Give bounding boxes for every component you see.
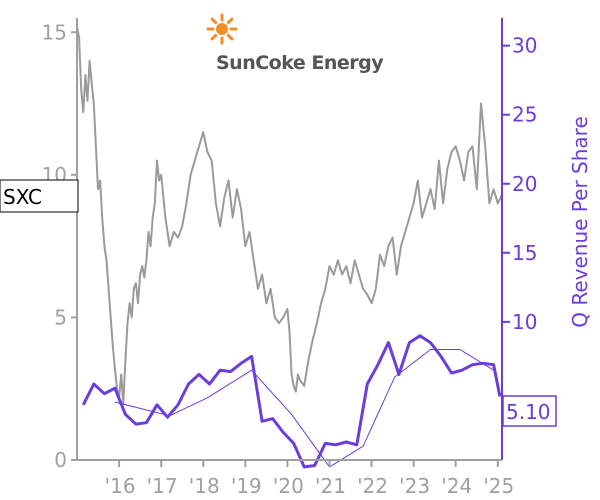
x-tick-label: '16: [105, 474, 136, 498]
revenue-series-line: [81, 334, 502, 469]
last-value-box: 5.10: [502, 395, 557, 427]
right-axis-title: Q Revenue Per Share: [568, 116, 592, 328]
logo: SunCoke Energy: [206, 13, 385, 74]
right-tick-label: 30: [512, 34, 537, 58]
x-tick-label: '24: [441, 474, 472, 498]
right-tick-label: 25: [512, 103, 537, 127]
x-tick-label: '25: [483, 474, 514, 498]
axis-layer: [76, 18, 503, 461]
price-series-line: [76, 26, 503, 404]
tick-layer: 0510151015202530'16'17'18'19'20'21'22'23…: [42, 20, 538, 498]
ticker-box: SXC: [0, 179, 79, 213]
right-tick-label: 10: [512, 310, 537, 334]
logo-text: SunCoke Energy: [216, 52, 384, 74]
x-tick-label: '17: [147, 474, 178, 498]
last-value-label: 5.10: [506, 400, 551, 424]
left-tick-label: 0: [54, 448, 67, 472]
left-tick-label: 15: [42, 20, 67, 44]
x-tick-label: '21: [315, 474, 346, 498]
right-tick-label: 15: [512, 241, 537, 265]
x-tick-label: '23: [399, 474, 430, 498]
x-tick-label: '19: [231, 474, 262, 498]
plot-layer: [76, 26, 503, 469]
x-tick-label: '18: [189, 474, 220, 498]
revenue-trend-line: [114, 349, 494, 468]
x-tick-label: '22: [357, 474, 388, 498]
ticker-label: SXC: [3, 185, 42, 209]
sun-icon: [206, 13, 238, 45]
left-tick-label: 5: [54, 305, 67, 329]
right-tick-label: 20: [512, 172, 537, 196]
x-tick-label: '20: [273, 474, 304, 498]
